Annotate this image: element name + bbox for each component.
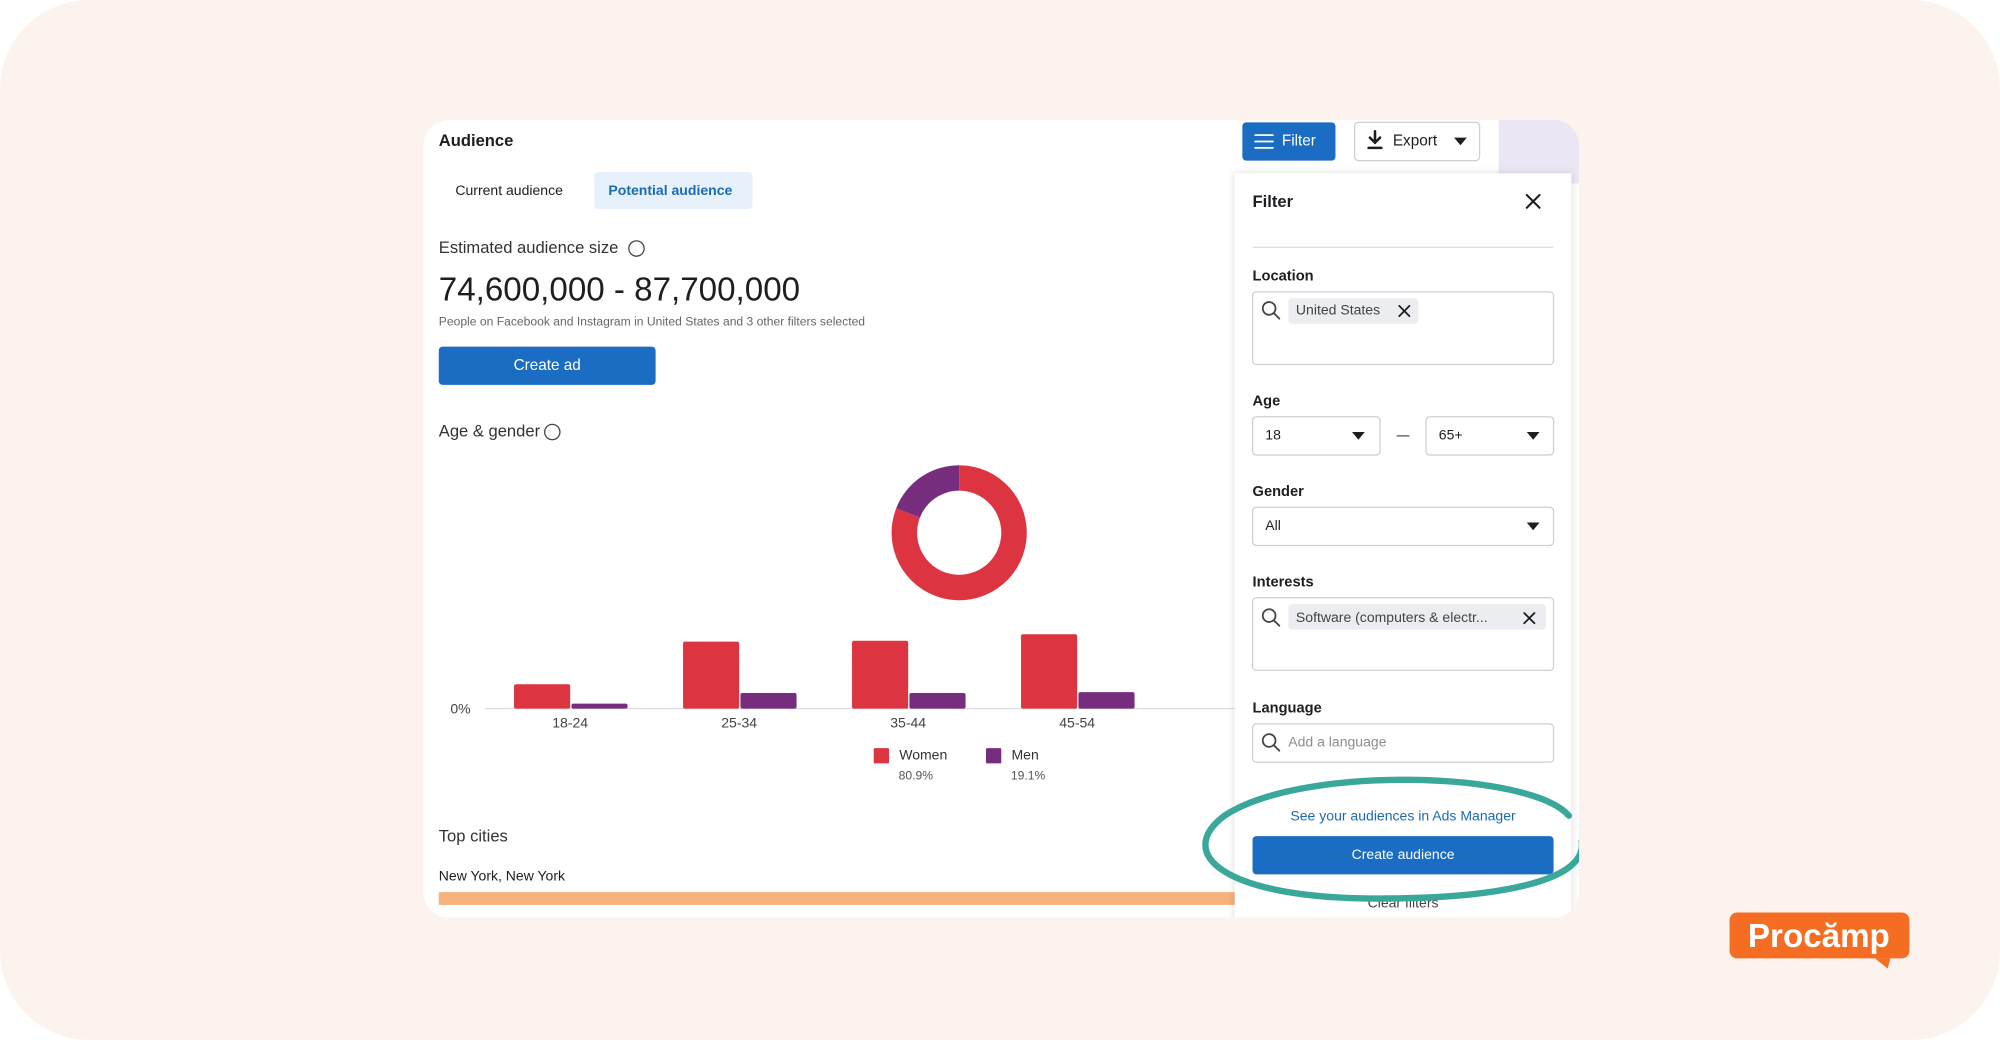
panel-title: Filter <box>1253 192 1294 211</box>
legend-label: Women <box>899 746 947 762</box>
chip-remove[interactable] <box>1398 304 1411 317</box>
legend-swatch <box>985 748 1002 764</box>
tab-active[interactable]: Potential audience <box>608 182 732 198</box>
filter-button-label: Filter <box>1282 133 1316 150</box>
caret <box>1526 522 1540 531</box>
placeholder: Add a language <box>1288 734 1386 750</box>
page-title: Audience <box>439 131 514 150</box>
gender-select[interactable] <box>1251 506 1555 547</box>
age-max-select[interactable] <box>1425 416 1555 456</box>
filter-button[interactable] <box>1242 122 1336 161</box>
highlight-ellipse <box>1202 776 1580 902</box>
section-title: Age & gender <box>439 421 541 440</box>
app-card: Audience Filter Export Current audience … <box>423 119 1580 918</box>
bar <box>1021 634 1078 709</box>
legend-label: Men <box>1011 746 1038 762</box>
bar <box>909 693 966 709</box>
gender-value: All <box>1265 517 1281 533</box>
city-name: New York, New York <box>439 868 566 884</box>
chip-remove[interactable] <box>1523 612 1536 625</box>
info-icon <box>544 423 561 441</box>
caret <box>1352 432 1365 440</box>
cities-title: Top cities <box>439 827 508 846</box>
legend-percent: 19.1% <box>1011 768 1046 782</box>
logo-tail <box>1875 958 1891 969</box>
create-ad-label: Create ad <box>514 357 581 374</box>
city-bar <box>438 892 1243 905</box>
estimate-label: Estimated audience size <box>439 238 619 257</box>
tab[interactable]: Current audience <box>455 182 563 198</box>
age-min: 18 <box>1265 427 1281 443</box>
donut-segment <box>896 465 960 518</box>
ads-manager-link[interactable]: See your audiences in Ads Manager <box>1290 808 1516 824</box>
logo-text: Procămp <box>1748 918 1890 955</box>
search-icon <box>1261 301 1281 320</box>
export-button[interactable] <box>1353 121 1481 162</box>
logo-bg <box>1729 912 1910 959</box>
export-button-label: Export <box>1393 133 1438 150</box>
download-icon <box>1367 129 1383 150</box>
caret <box>1454 137 1467 146</box>
create-audience-label: Create audience <box>1352 846 1455 862</box>
y-tick-label: 0% <box>450 701 470 717</box>
x-tick-label: 45-54 <box>1059 715 1095 731</box>
bar <box>514 684 571 709</box>
backdrop <box>1498 119 1580 184</box>
field-label: Language <box>1253 701 1322 717</box>
close-icon[interactable] <box>1525 193 1541 209</box>
chip <box>1288 298 1419 324</box>
age-min-select[interactable] <box>1251 416 1381 456</box>
filter-icon <box>1254 134 1274 149</box>
donut-segment <box>891 465 1027 601</box>
age-max: 65+ <box>1439 427 1463 443</box>
chip-label: Software (computers & electr... <box>1296 609 1488 625</box>
logo: Procămp <box>1729 912 1910 969</box>
caret <box>1526 432 1540 440</box>
field-label: Interests <box>1253 574 1314 590</box>
x-tick-label: 18-24 <box>552 715 588 731</box>
search-icon <box>1261 608 1281 627</box>
field-label: Gender <box>1253 484 1305 500</box>
legend-swatch <box>873 748 890 764</box>
chip-label: United States <box>1296 302 1380 318</box>
active-tab-bg <box>594 172 753 210</box>
create-audience-button[interactable] <box>1252 836 1554 875</box>
create-ad-button[interactable] <box>438 346 656 385</box>
estimate-note: People on Facebook and Instagram in Unit… <box>439 315 865 329</box>
legend-percent: 80.9% <box>899 768 934 782</box>
bar <box>740 693 797 709</box>
search-icon <box>1261 733 1281 752</box>
chip <box>1288 604 1546 630</box>
field-label: Location <box>1253 268 1314 284</box>
age-gender-chart: 0% 18-24 25-34 35-44 45-54 Women Men 80.9% 19.1% <box>450 465 1244 782</box>
info-icon <box>628 240 645 257</box>
bar <box>852 640 909 709</box>
field-label: Age <box>1253 393 1281 409</box>
estimate-range: 74,600,000 - 87,700,000 <box>439 272 800 309</box>
bar <box>1078 692 1135 709</box>
x-tick-label: 35-44 <box>890 715 926 731</box>
x-tick-label: 25-34 <box>721 715 757 731</box>
language-input[interactable] <box>1251 723 1555 763</box>
bar <box>683 641 740 709</box>
filter-panel: Filter Location United States Age 18 65+… <box>1234 173 1572 918</box>
bar <box>571 703 628 709</box>
